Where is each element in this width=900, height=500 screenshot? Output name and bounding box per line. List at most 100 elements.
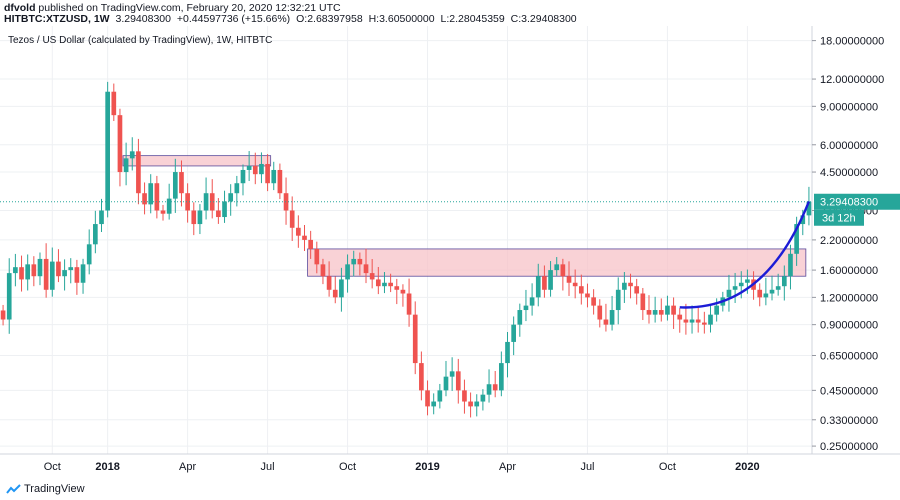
candle-body	[271, 169, 277, 184]
price-change: +0.44597736 (+15.66%)	[176, 13, 291, 25]
candle-body	[117, 115, 123, 173]
candle-body	[289, 210, 295, 228]
candle-body	[542, 276, 547, 290]
candle-body	[6, 273, 12, 320]
candle-body	[166, 198, 172, 214]
candle-body	[62, 270, 67, 277]
candle-body	[49, 261, 55, 290]
publisher-name[interactable]: dfvold	[4, 2, 36, 14]
candle-body	[585, 293, 590, 298]
candle-body	[351, 258, 357, 265]
low-value: 2.28045359	[449, 13, 505, 25]
symbol-label[interactable]: HITBTC:XTZUSD, 1W	[4, 13, 110, 25]
price-tick-label: 12.00000000	[820, 74, 884, 86]
candle-body	[628, 282, 633, 287]
time-tick-label: 2018	[95, 461, 119, 473]
candle-body	[597, 305, 603, 320]
candle-body	[31, 264, 37, 277]
price-tick-label: 0.45000000	[820, 385, 878, 397]
candle-body	[788, 253, 793, 277]
candle-body	[738, 282, 744, 287]
candle-body	[74, 267, 80, 283]
candle-body	[658, 310, 664, 315]
candle-body	[609, 310, 615, 325]
candle-body	[332, 289, 338, 298]
candle-body	[554, 264, 560, 271]
candle-body	[499, 363, 504, 391]
price-tick-label: 0.33000000	[820, 415, 878, 427]
open-label: O:	[296, 13, 308, 25]
candle-body	[578, 286, 584, 294]
candle-body	[566, 276, 572, 283]
resistance-zone	[122, 155, 272, 167]
candle-body	[216, 210, 221, 218]
tradingview-logo-icon[interactable]	[6, 484, 22, 495]
candle-body	[603, 319, 609, 325]
candle-body	[0, 310, 6, 320]
candle-body	[296, 227, 301, 236]
close-label: C:	[510, 13, 522, 25]
candle-body	[671, 305, 676, 315]
candle-body	[363, 264, 369, 274]
candle-body	[702, 322, 707, 325]
candle-body	[326, 276, 332, 290]
candle-body	[369, 273, 375, 280]
candle-body	[375, 279, 381, 287]
candle-body	[745, 279, 750, 283]
candle-body	[763, 293, 769, 298]
price-chart[interactable]: 18.00000000 12.00000000 9.00000000 6.000000…	[0, 26, 900, 480]
candle-body	[425, 390, 430, 407]
candle-body	[99, 210, 104, 225]
candle-body	[505, 341, 510, 364]
candle-body	[203, 193, 209, 211]
candle-body	[683, 319, 689, 323]
candle-body	[449, 371, 455, 377]
candle-body	[486, 384, 492, 395]
price-tick-label: 2.20000000	[820, 235, 878, 247]
chart-area[interactable]: 18.00000000 12.00000000 9.00000000 6.000000…	[0, 26, 900, 480]
price-tick-label: 6.00000000	[820, 140, 878, 152]
candle-body	[665, 305, 670, 315]
candle-body	[382, 282, 387, 287]
candle-body	[591, 297, 596, 306]
candle-body	[228, 193, 234, 202]
time-tick-label: Apr	[179, 461, 196, 473]
price-tick-label: 0.90000000	[820, 320, 878, 332]
candle-body	[480, 394, 486, 402]
open-value: 2.68397958	[307, 13, 363, 25]
candle-body	[25, 264, 31, 280]
candle-body	[314, 248, 320, 265]
candle-body	[535, 276, 541, 298]
candle-body	[13, 267, 18, 274]
candle-body	[468, 401, 473, 407]
price-tick-label: 4.50000000	[820, 167, 878, 179]
candle-body	[19, 267, 24, 280]
candle-body	[277, 169, 283, 194]
candle-body	[400, 289, 406, 294]
price-tick-label: 0.65000000	[820, 351, 878, 363]
candle-body	[412, 314, 418, 364]
candle-body	[240, 169, 246, 184]
candle-body	[695, 319, 701, 323]
candle-body	[185, 193, 190, 211]
time-tick-label: Oct	[44, 461, 61, 473]
last-price: 3.29408300	[115, 13, 171, 25]
candle-body	[252, 165, 258, 175]
countdown-label: 3d 12h	[822, 213, 856, 225]
countdown-badge	[814, 209, 864, 226]
candle-body	[732, 286, 738, 290]
time-tick-label: Apr	[499, 461, 516, 473]
brand-label[interactable]: TradingView	[24, 483, 85, 495]
candle-body	[56, 261, 61, 277]
candle-body	[431, 401, 437, 407]
footer: TradingView	[0, 480, 900, 500]
candle-body	[37, 258, 43, 277]
candle-body	[511, 324, 516, 342]
time-tick-label: 2020	[735, 461, 759, 473]
high-value: 3.60500000	[379, 13, 435, 25]
candle-body	[646, 310, 652, 315]
candle-body	[523, 305, 529, 311]
candle-body	[529, 297, 535, 306]
low-label: L:	[440, 13, 450, 25]
candle-body	[234, 183, 240, 194]
